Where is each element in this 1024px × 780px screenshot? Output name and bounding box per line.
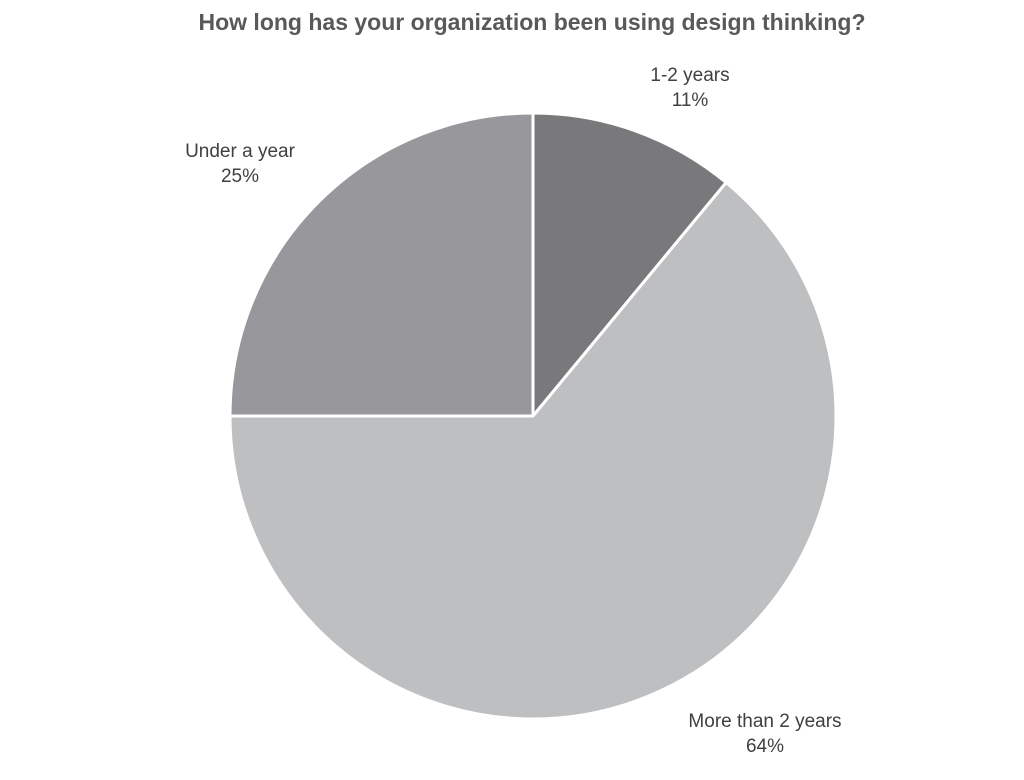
- slice-value-under-a-year: 25%: [221, 166, 259, 187]
- pie-slice-more-than-2-years: [228, 181, 838, 721]
- pie-labels: 1-2 years 11% More than 2 years 64% Under a …: [185, 65, 841, 757]
- slice-value-more-than-2-years: 64%: [746, 736, 784, 757]
- slice-value-1-2-years: 11%: [672, 90, 709, 111]
- slice-label-more-than-2-years: More than 2 years: [688, 711, 841, 732]
- pie-slices: [228, 111, 838, 721]
- pie-slice-1-2-years: [531, 111, 728, 418]
- slice-label-under-a-year: Under a year: [185, 141, 296, 162]
- slice-label-1-2-years: 1-2 years: [650, 65, 729, 86]
- pie-slice-under-a-year: [228, 111, 535, 418]
- chart-title: How long has your organization been usin…: [198, 9, 865, 35]
